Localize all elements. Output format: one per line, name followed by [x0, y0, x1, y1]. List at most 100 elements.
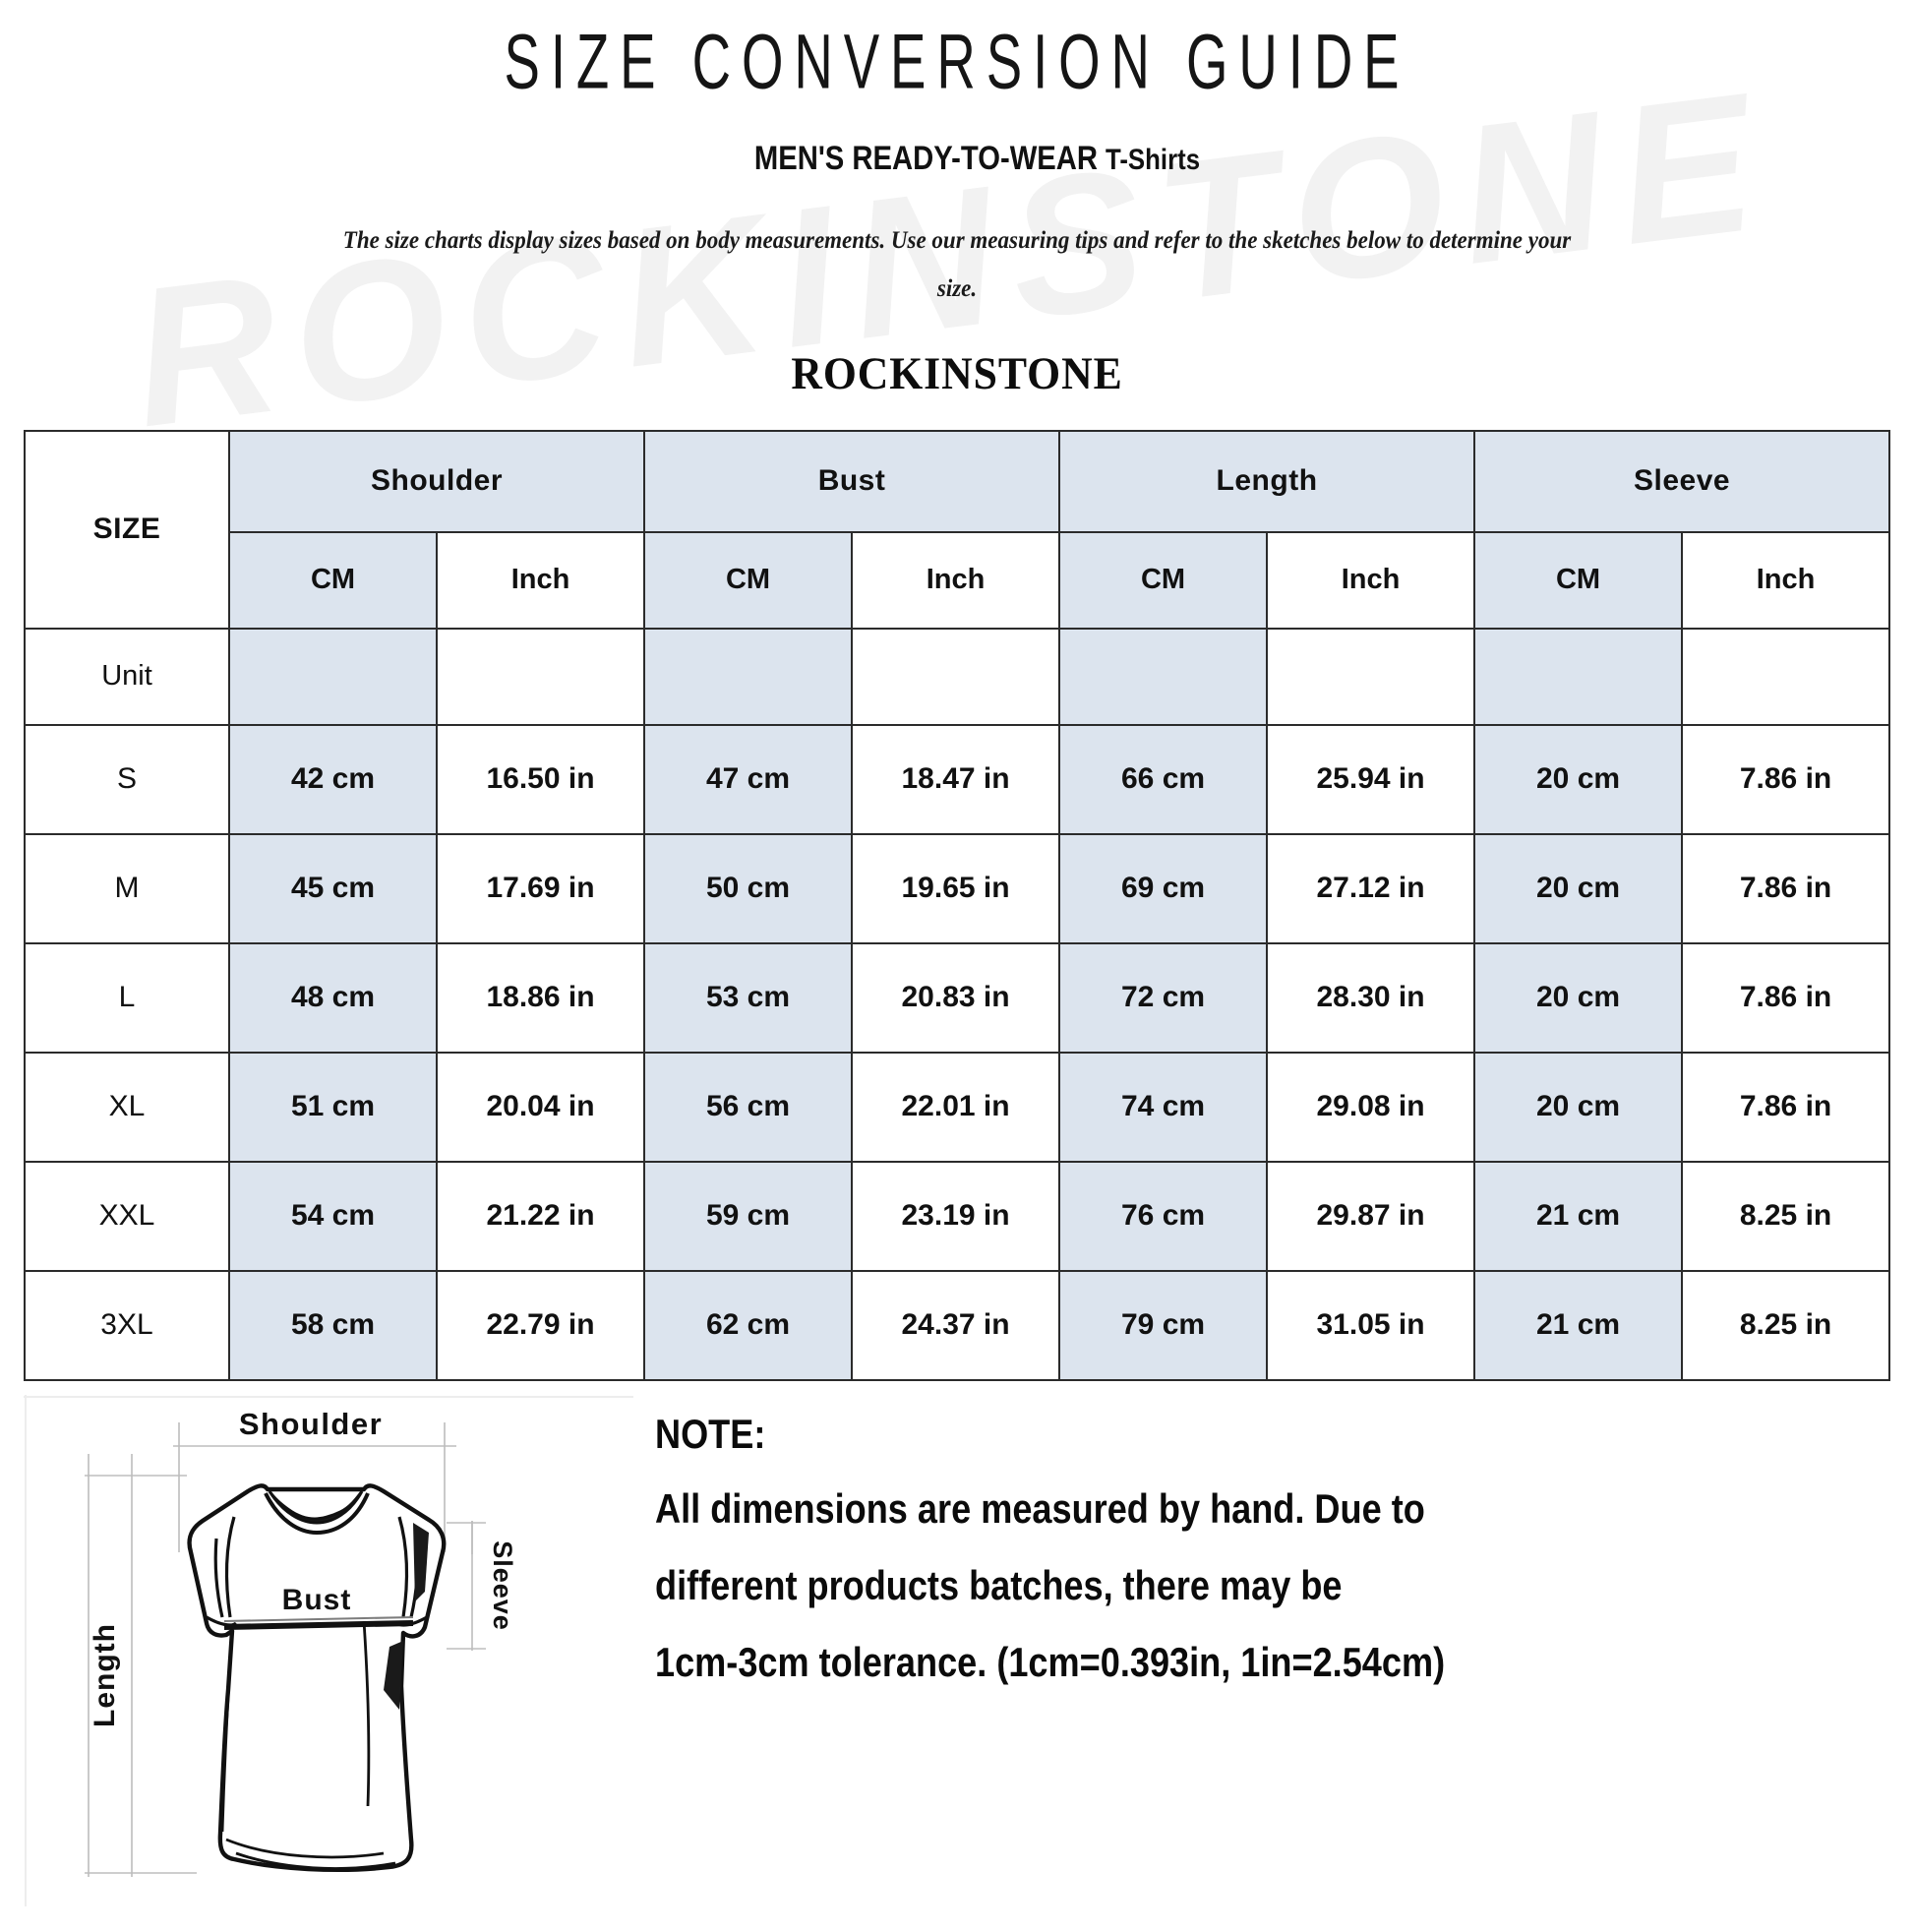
cell-shoulder-cm: 51 cm — [228, 1051, 438, 1163]
cell-sleeve-inch: 7.86 in — [1681, 941, 1891, 1054]
table-row: 3XL 58 cm 22.79 in 62 cm 24.37 in 79 cm … — [24, 1269, 1891, 1381]
sketch-label-length: Length — [89, 1623, 121, 1727]
cell-shoulder-inch: 21.22 in — [435, 1160, 646, 1272]
cell-shoulder-inch: 17.69 in — [435, 832, 646, 944]
column-group-sleeve: Sleeve — [1473, 429, 1891, 533]
description-text: The size charts display sizes based on b… — [342, 227, 1572, 302]
cell-shoulder-cm: 54 cm — [228, 1160, 438, 1272]
subtitle: MEN'S READY-TO-WEAR T-Shirts — [24, 140, 1890, 178]
note-line-2: different products batches, there may be — [655, 1561, 1343, 1608]
unit-shoulder-inch: Inch — [435, 530, 646, 630]
table-group-header-row: SIZE Shoulder Bust Length Sleeve — [24, 429, 1891, 630]
cell-length-cm: 72 cm — [1058, 941, 1269, 1054]
cell-shoulder-inch: 18.86 in — [435, 941, 646, 1054]
body-drape-lines — [220, 1620, 396, 1870]
cell-length-cm: 79 cm — [1058, 1269, 1269, 1381]
cell-sleeve-inch: 7.86 in — [1681, 1051, 1891, 1163]
cell-bust-inch: 20.83 in — [851, 941, 1061, 1054]
unit-length-cm: CM — [1058, 530, 1269, 630]
cell-sleeve-cm: 21 cm — [1473, 1269, 1684, 1381]
cell-sleeve-cm: 20 cm — [1473, 941, 1684, 1054]
neckline — [268, 1489, 364, 1525]
spacer-cell — [1681, 627, 1891, 726]
table-row: XXL 54 cm 21.22 in 59 cm 23.19 in 76 cm … — [24, 1160, 1891, 1272]
size-label: M — [24, 832, 230, 944]
cell-length-inch: 31.05 in — [1266, 1269, 1476, 1381]
tshirt-sketch-svg: Shoulder Bust Length Sleeve — [24, 1394, 633, 1906]
cell-bust-cm: 62 cm — [643, 1269, 854, 1381]
spacer-cell — [643, 627, 854, 726]
unit-bust-cm: CM — [643, 530, 854, 630]
size-label: L — [24, 941, 230, 1054]
size-conversion-table: SIZE Shoulder Bust Length Sleeve CM Inch… — [24, 429, 1891, 1381]
table-row: XL 51 cm 20.04 in 56 cm 22.01 in 74 cm 2… — [24, 1051, 1891, 1163]
size-label: 3XL — [24, 1269, 230, 1381]
cell-length-inch: 25.94 in — [1266, 723, 1476, 835]
cell-bust-inch: 24.37 in — [851, 1269, 1061, 1381]
note-line-3: 1cm-3cm tolerance. (1cm=0.393in, 1in=2.5… — [655, 1638, 1446, 1685]
spacer-cell — [851, 627, 1061, 726]
size-label: XXL — [24, 1160, 230, 1272]
page-title: SIZE CONVERSION GUIDE — [504, 19, 1410, 105]
cell-length-cm: 76 cm — [1058, 1160, 1269, 1272]
sketch-label-shoulder: Shoulder — [239, 1407, 383, 1441]
cell-bust-inch: 23.19 in — [851, 1160, 1061, 1272]
cell-sleeve-cm: 21 cm — [1473, 1160, 1684, 1272]
size-label: XL — [24, 1051, 230, 1163]
cell-length-inch: 29.08 in — [1266, 1051, 1476, 1163]
cell-sleeve-cm: 20 cm — [1473, 832, 1684, 944]
size-guide-page: SIZE CONVERSION GUIDE MEN'S READY-TO-WEA… — [0, 18, 1914, 1906]
table-row: S 42 cm 16.50 in 47 cm 18.47 in 66 cm 25… — [24, 723, 1891, 835]
subtitle-product: T-Shirts — [1106, 144, 1201, 176]
neckline-ring — [264, 1491, 370, 1535]
unit-length-inch: Inch — [1266, 530, 1476, 630]
cell-sleeve-inch: 7.86 in — [1681, 723, 1891, 835]
unit-sleeve-inch: Inch — [1681, 530, 1891, 630]
unit-sleeve-cm: CM — [1473, 530, 1684, 630]
spacer-cell — [1058, 627, 1269, 726]
cell-shoulder-cm: 45 cm — [228, 832, 438, 944]
cell-shoulder-cm: 58 cm — [228, 1269, 438, 1381]
sketch-label-sleeve: Sleeve — [488, 1540, 517, 1631]
brand-name: ROCKINSTONE — [791, 347, 1123, 399]
cell-bust-cm: 53 cm — [643, 941, 854, 1054]
table-row: L 48 cm 18.86 in 53 cm 20.83 in 72 cm 28… — [24, 941, 1891, 1054]
table-row-unit: Unit — [24, 627, 1891, 726]
cell-shoulder-inch: 16.50 in — [435, 723, 646, 835]
cell-shoulder-cm: 42 cm — [228, 723, 438, 835]
cell-bust-inch: 19.65 in — [851, 832, 1061, 944]
cell-bust-inch: 18.47 in — [851, 723, 1061, 835]
cell-bust-cm: 50 cm — [643, 832, 854, 944]
note-line-1: All dimensions are measured by hand. Due… — [655, 1484, 1425, 1532]
spacer-cell — [435, 627, 646, 726]
cell-sleeve-cm: 20 cm — [1473, 723, 1684, 835]
cell-bust-cm: 59 cm — [643, 1160, 854, 1272]
cell-sleeve-inch: 7.86 in — [1681, 832, 1891, 944]
cell-sleeve-inch: 8.25 in — [1681, 1160, 1891, 1272]
cell-shoulder-inch: 20.04 in — [435, 1051, 646, 1163]
cell-length-cm: 66 cm — [1058, 723, 1269, 835]
cell-sleeve-inch: 8.25 in — [1681, 1269, 1891, 1381]
cell-sleeve-cm: 20 cm — [1473, 1051, 1684, 1163]
bottom-section: Shoulder Bust Length Sleeve NOTE: All di… — [24, 1394, 1890, 1906]
spacer-cell — [1473, 627, 1684, 726]
column-header-size: SIZE — [24, 429, 230, 630]
bust-measure-line — [223, 1615, 414, 1630]
tshirt-measurement-diagram: Shoulder Bust Length Sleeve — [24, 1394, 633, 1906]
column-group-shoulder: Shoulder — [227, 429, 646, 533]
cell-shoulder-inch: 22.79 in — [435, 1269, 646, 1381]
table-row: M 45 cm 17.69 in 50 cm 19.65 in 69 cm 27… — [24, 832, 1891, 944]
table-unit-header-row: CM Inch CM Inch CM Inch CM Inch — [25, 530, 1891, 630]
unit-shoulder-cm: CM — [228, 530, 438, 630]
cell-bust-cm: 47 cm — [643, 723, 854, 835]
spacer-cell — [1266, 627, 1476, 726]
size-label: S — [24, 723, 230, 835]
unit-bust-inch: Inch — [851, 530, 1061, 630]
sleeve-shading — [384, 1522, 429, 1710]
sketch-label-bust: Bust — [282, 1584, 352, 1616]
cell-length-cm: 74 cm — [1058, 1051, 1269, 1163]
cell-length-inch: 27.12 in — [1266, 832, 1476, 944]
background-grid — [24, 1394, 633, 1906]
row-label-unit: Unit — [24, 627, 230, 726]
subtitle-category: MEN'S READY-TO-WEAR — [753, 140, 1098, 177]
